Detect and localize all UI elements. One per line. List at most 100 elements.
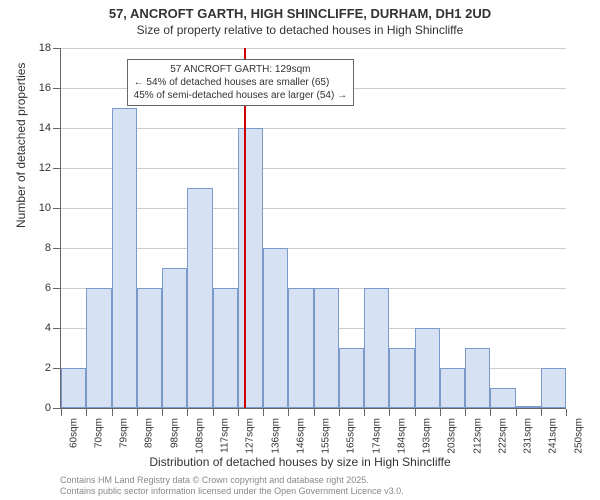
x-tick-label: 184sqm [396,418,407,454]
attribution-text: Contains HM Land Registry data © Crown c… [60,475,404,497]
y-tick-label: 2 [45,362,51,374]
x-tick-label: 212sqm [472,418,483,454]
chart-container: 57, ANCROFT GARTH, HIGH SHINCLIFFE, DURH… [0,0,600,500]
x-tick [61,409,62,416]
x-tick-label: 250sqm [573,418,584,454]
plot-area: 02468101214161860sqm70sqm79sqm89sqm98sqm… [60,48,566,409]
histogram-bar [112,108,137,408]
annotation-box: 57 ANCROFT GARTH: 129sqm← 54% of detache… [127,59,354,106]
x-tick [541,409,542,416]
histogram-bar [213,288,238,408]
gridline [61,168,566,169]
annotation-line: ← 54% of detached houses are smaller (65… [134,76,347,89]
gridline [61,208,566,209]
attribution-line-1: Contains HM Land Registry data © Crown c… [60,475,404,486]
x-tick-label: 89sqm [144,418,155,448]
y-tick-label: 10 [39,202,51,214]
histogram-bar [541,368,566,408]
x-tick [339,409,340,416]
histogram-bar [137,288,162,408]
x-tick-label: 146sqm [295,418,306,454]
y-tick-label: 4 [45,322,51,334]
gridline [61,128,566,129]
x-tick [465,409,466,416]
y-tick [53,328,60,329]
histogram-bar [490,388,515,408]
y-tick-label: 12 [39,162,51,174]
attribution-line-2: Contains public sector information licen… [60,486,404,497]
x-tick-label: 136sqm [270,418,281,454]
y-tick-label: 6 [45,282,51,294]
x-tick-label: 155sqm [321,418,332,454]
y-tick [53,208,60,209]
x-tick [440,409,441,416]
x-tick [566,409,567,416]
chart-subtitle: Size of property relative to detached ho… [0,23,600,39]
x-tick-label: 98sqm [169,418,180,448]
histogram-bar [288,288,313,408]
x-axis-title: Distribution of detached houses by size … [0,455,600,469]
x-tick-label: 231sqm [523,418,534,454]
x-tick-label: 70sqm [93,418,104,448]
y-tick [53,248,60,249]
y-tick [53,288,60,289]
x-tick [187,409,188,416]
annotation-line: 57 ANCROFT GARTH: 129sqm [134,63,347,76]
x-tick [213,409,214,416]
histogram-bar [263,248,288,408]
x-tick [364,409,365,416]
x-tick [238,409,239,416]
x-tick [112,409,113,416]
histogram-bar [415,328,440,408]
x-tick [314,409,315,416]
histogram-bar [86,288,111,408]
y-tick-label: 0 [45,402,51,414]
x-tick [490,409,491,416]
gridline [61,248,566,249]
x-tick-label: 241sqm [548,418,559,454]
histogram-bar [314,288,339,408]
x-tick-label: 60sqm [68,418,79,448]
y-tick-label: 16 [39,82,51,94]
gridline [61,48,566,49]
x-tick-label: 203sqm [447,418,458,454]
histogram-bar [187,188,212,408]
x-tick [389,409,390,416]
x-tick [137,409,138,416]
x-tick [263,409,264,416]
histogram-bar [339,348,364,408]
x-tick [516,409,517,416]
histogram-bar [238,128,263,408]
histogram-bar [440,368,465,408]
histogram-bar [465,348,490,408]
y-tick [53,408,60,409]
histogram-bar [61,368,86,408]
y-tick [53,48,60,49]
x-tick [162,409,163,416]
x-tick-label: 174sqm [371,418,382,454]
y-tick-label: 18 [39,42,51,54]
histogram-bar [389,348,414,408]
y-tick [53,168,60,169]
annotation-line: 45% of semi-detached houses are larger (… [134,89,347,102]
x-tick [415,409,416,416]
x-tick-label: 108sqm [194,418,205,454]
x-tick-label: 193sqm [422,418,433,454]
y-tick [53,88,60,89]
y-axis-title: Number of detached properties [14,63,28,228]
y-tick [53,368,60,369]
y-tick-label: 8 [45,242,51,254]
histogram-bar [516,406,541,408]
x-tick-label: 222sqm [497,418,508,454]
x-tick-label: 165sqm [346,418,357,454]
y-tick [53,128,60,129]
x-tick [288,409,289,416]
x-tick-label: 79sqm [119,418,130,448]
histogram-bar [162,268,187,408]
x-tick-label: 117sqm [220,418,231,453]
histogram-bar [364,288,389,408]
x-tick-label: 127sqm [245,418,256,454]
chart-title: 57, ANCROFT GARTH, HIGH SHINCLIFFE, DURH… [0,0,600,23]
y-tick-label: 14 [39,122,51,134]
x-tick [86,409,87,416]
